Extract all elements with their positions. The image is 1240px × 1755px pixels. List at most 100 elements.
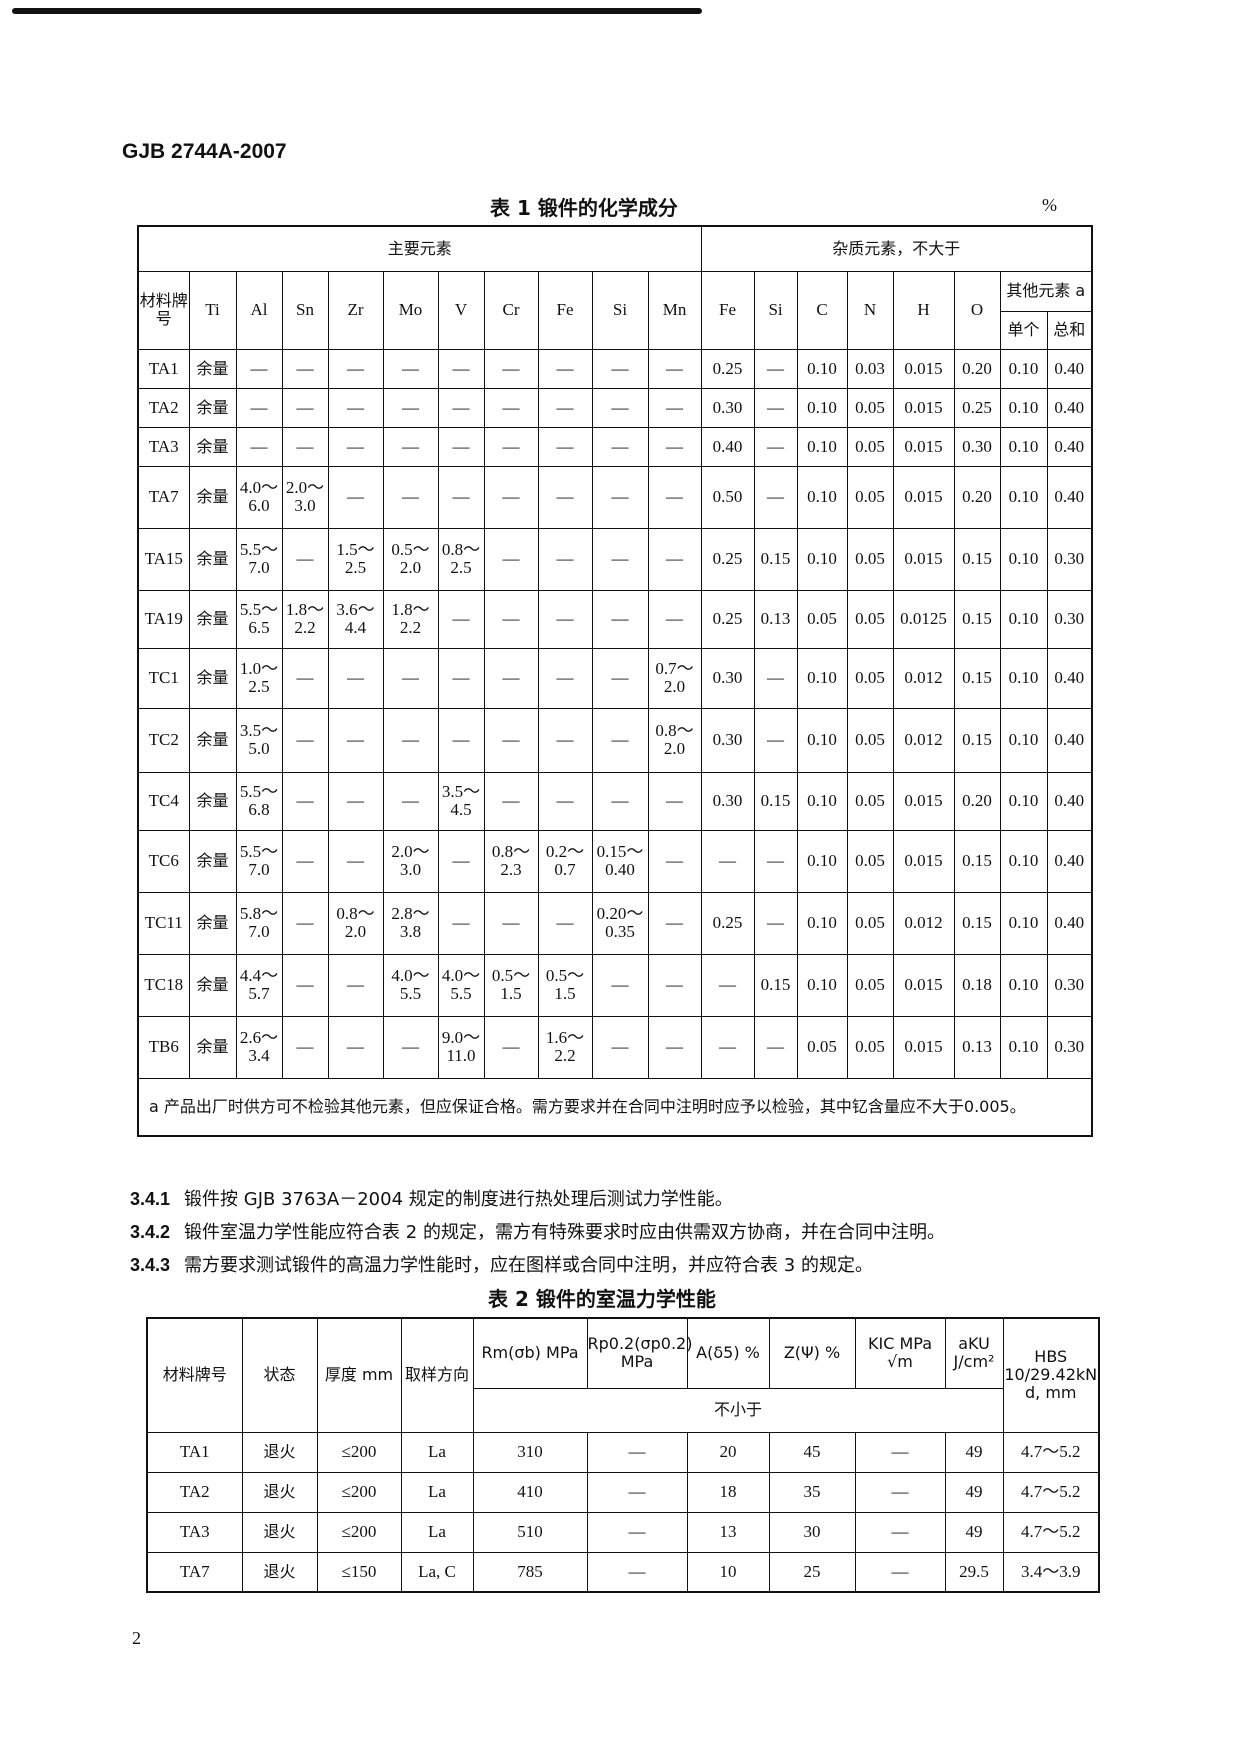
table-cell: 0.20～0.35: [591, 891, 649, 955]
table-cell: 0.10: [796, 387, 848, 428]
table-cell: —: [382, 426, 439, 467]
table-cell: —: [591, 1015, 649, 1079]
table-cell: 0.15: [953, 891, 1001, 955]
table-cell: 退火: [241, 1471, 318, 1513]
table-cell: 0.012: [892, 647, 955, 709]
table-cell: 0.10: [796, 953, 848, 1017]
table-cell: 49: [944, 1471, 1004, 1513]
table-cell: 余量: [188, 647, 237, 709]
col-header: Rm(σb) MPa: [472, 1317, 588, 1389]
table-cell: —: [591, 465, 649, 529]
table-cell: TA7: [146, 1551, 243, 1593]
table-cell: 0.15: [753, 527, 798, 591]
table-row: TA7 退火 ≤150 La, C 785—10 25—29.5 3.4～3.9: [146, 1551, 1100, 1593]
col-header: Si: [591, 270, 649, 350]
table-cell: —: [483, 1015, 539, 1079]
table-cell: —: [753, 465, 798, 529]
table-cell: 0.05: [846, 829, 894, 893]
table-cell: —: [586, 1551, 688, 1593]
table-row: TA2 退火 ≤200 La 410—18 35—49 4.7～5.2: [146, 1471, 1100, 1513]
table-cell: —: [281, 1015, 329, 1079]
min-value-label: 不小于: [472, 1387, 1004, 1433]
table-cell: —: [537, 589, 593, 649]
table-cell: —: [700, 1015, 755, 1079]
col-header: Sn: [281, 270, 329, 350]
table-cell: 余量: [188, 465, 237, 529]
table-cell: TC1: [137, 647, 190, 709]
clause-paragraph: 3.4.2 锻件室温力学性能应符合表 2 的规定，需方有特殊要求时应由供需双方协商…: [130, 1218, 945, 1244]
table-cell: 余量: [188, 387, 237, 428]
table-cell: 0.30: [700, 707, 755, 773]
table-cell: —: [483, 589, 539, 649]
table-cell: —: [586, 1431, 688, 1473]
table-cell: 0.015: [892, 1015, 955, 1079]
table-cell: 0.10: [999, 426, 1048, 467]
table-cell: —: [753, 829, 798, 893]
table-cell: 0.40: [1046, 387, 1093, 428]
table-cell: 2.6～3.4: [235, 1015, 283, 1079]
table-cell: 0.30: [1046, 589, 1093, 649]
table-cell: —: [327, 953, 384, 1017]
table-cell: 0.015: [892, 465, 955, 529]
table-cell: —: [327, 348, 384, 389]
col-other-elements: 其他元素 a: [999, 270, 1093, 312]
table-cell: —: [753, 348, 798, 389]
table-cell: 余量: [188, 1015, 237, 1079]
table-cell: 0.10: [796, 465, 848, 529]
clause-number: 3.4.3: [130, 1255, 171, 1275]
table-cell: 0.10: [796, 891, 848, 955]
col-header: V: [437, 270, 485, 350]
table-cell: 0.10: [796, 647, 848, 709]
table-cell: 4.7～5.2: [1002, 1431, 1100, 1473]
table-cell: TA3: [146, 1511, 243, 1553]
table-cell: —: [854, 1511, 946, 1553]
table-cell: 0.05: [846, 589, 894, 649]
table-cell: TC2: [137, 707, 190, 773]
clause-number: 3.4.2: [130, 1222, 171, 1242]
table-cell: 0.10: [999, 527, 1048, 591]
table-cell: —: [281, 527, 329, 591]
table-cell: 0.7～2.0: [647, 647, 702, 709]
table-cell: 0.40: [1046, 707, 1093, 773]
table-cell: —: [591, 387, 649, 428]
table-cell: 0.015: [892, 426, 955, 467]
table-row: TA19 余量 5.5～6.5 1.8～2.2 3.6～4.4 1.8～2.2— — — — —0…: [137, 589, 1093, 649]
table-cell: —: [753, 426, 798, 467]
table-cell: 4.7～5.2: [1002, 1511, 1100, 1553]
table-cell: 0.10: [796, 829, 848, 893]
table-cell: 0.2～0.7: [537, 829, 593, 893]
table-cell: —: [647, 348, 702, 389]
table-cell: 5.5～6.5: [235, 589, 283, 649]
table-cell: 0.18: [953, 953, 1001, 1017]
table-cell: 45: [768, 1431, 856, 1473]
table-cell: —: [647, 891, 702, 955]
table-cell: 0.10: [999, 465, 1048, 529]
clause-text: 需方要求测试锻件的高温力学性能时，应在图样或合同中注明，并应符合表 3 的规定。: [184, 1255, 873, 1276]
table-cell: —: [647, 829, 702, 893]
table-cell: —: [281, 426, 329, 467]
col-total: 总和: [1046, 310, 1093, 350]
table-cell: 余量: [188, 891, 237, 955]
table-cell: —: [281, 707, 329, 773]
table-cell: ≤150: [316, 1551, 402, 1593]
table-cell: 25: [768, 1551, 856, 1593]
table-cell: 0.25: [700, 589, 755, 649]
table-cell: —: [483, 647, 539, 709]
table-cell: —: [647, 1015, 702, 1079]
table-cell: 10: [686, 1551, 770, 1593]
table-cell: —: [647, 953, 702, 1017]
col-header: aKU J/cm²: [944, 1317, 1004, 1389]
table-cell: —: [591, 953, 649, 1017]
col-header: Z(Ψ) %: [768, 1317, 856, 1389]
document-header: GJB 2744A-2007: [122, 140, 287, 163]
table-cell: —: [483, 707, 539, 773]
table-cell: 0.015: [892, 527, 955, 591]
table-cell: —: [382, 465, 439, 529]
table-cell: TC6: [137, 829, 190, 893]
table-cell: 0.012: [892, 707, 955, 773]
col-header: Rp0.2(σp0.2) MPa: [586, 1317, 692, 1389]
table-cell: —: [437, 891, 485, 955]
table-cell: 0.25: [700, 891, 755, 955]
col-header: 取样方向: [400, 1317, 474, 1433]
table-cell: 0.40: [1046, 465, 1093, 529]
